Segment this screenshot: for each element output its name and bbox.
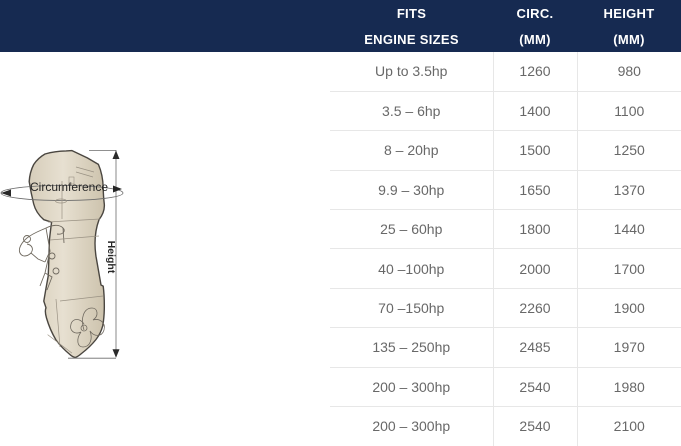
svg-text:Height: Height: [105, 241, 117, 274]
